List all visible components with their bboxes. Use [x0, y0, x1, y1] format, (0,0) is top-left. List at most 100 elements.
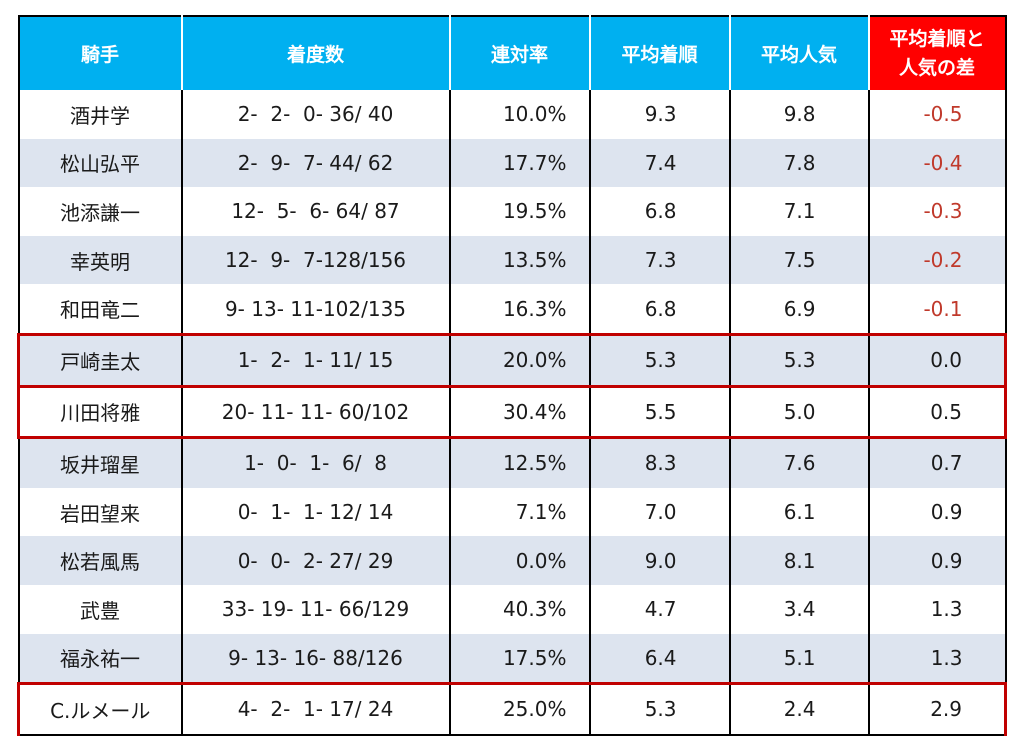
rate-cell: 10.0% [448, 90, 591, 139]
jockey-cell: 池添謙一 [17, 187, 183, 236]
table-row: 幸英明 12- 9- 7-128/156 13.5% 7.3 7.5 -0.2 [17, 235, 1007, 285]
jockey-cell: 武豊 [17, 584, 183, 634]
rate-cell: 25.0% [448, 682, 591, 736]
record-cell: 0- 1- 1- 12/ 14 [180, 487, 451, 537]
diff-cell: -0.2 [867, 235, 1007, 285]
avg-finish-cell: 9.0 [588, 536, 731, 585]
rate-cell: 30.4% [448, 384, 591, 440]
avg-popularity-cell: 6.1 [728, 487, 870, 537]
avg-popularity-cell: 7.1 [728, 187, 870, 236]
header-avg-finish: 平均着順 [588, 15, 731, 90]
table-body: 酒井学 2- 2- 0- 36/ 40 10.0% 9.3 9.8 -0.5 松山弘平 2- … [17, 90, 1007, 736]
avg-finish-cell: 7.4 [588, 138, 731, 188]
diff-cell: 0.9 [867, 487, 1007, 537]
jockey-cell: 川田将雅 [17, 384, 183, 440]
record-cell: 12- 9- 7-128/156 [180, 235, 451, 285]
avg-finish-cell: 9.3 [588, 90, 731, 139]
header-avg-popularity: 平均人気 [728, 15, 870, 90]
table-row: 戸崎圭太 1- 2- 1- 11/ 15 20.0% 5.3 5.3 0.0 [17, 332, 1007, 388]
diff-cell: 0.0 [867, 332, 1007, 388]
record-cell: 2- 2- 0- 36/ 40 [180, 90, 451, 139]
table-row: 武豊 33- 19- 11- 66/129 40.3% 4.7 3.4 1.3 [17, 584, 1007, 634]
jockey-cell: 松若風馬 [17, 536, 183, 585]
table-row: 福永祐一 9- 13- 16- 88/126 17.5% 6.4 5.1 1.3 [17, 633, 1007, 684]
jockey-cell: 松山弘平 [17, 138, 183, 188]
table-row: 和田竜二 9- 13- 11-102/135 16.3% 6.8 6.9 -0.1 [17, 284, 1007, 335]
record-cell: 4- 2- 1- 17/ 24 [180, 682, 451, 736]
record-cell: 12- 5- 6- 64/ 87 [180, 187, 451, 236]
header-diff: 平均着順と 人気の差 [867, 15, 1007, 90]
jockey-stats-table-container: 騎手 着度数 連対率 平均着順 平均人気 平均着順と 人気の差 酒井学 2- 2-… [17, 15, 1007, 736]
diff-cell: 0.7 [867, 437, 1007, 488]
jockey-cell: 坂井瑠星 [17, 437, 183, 488]
table-row: 池添謙一 12- 5- 6- 64/ 87 19.5% 6.8 7.1 -0.3 [17, 187, 1007, 236]
rate-cell: 40.3% [448, 584, 591, 634]
header-jockey: 騎手 [17, 15, 183, 90]
record-cell: 2- 9- 7- 44/ 62 [180, 138, 451, 188]
diff-cell: 1.3 [867, 633, 1007, 684]
jockey-cell: 幸英明 [17, 235, 183, 285]
rate-cell: 12.5% [448, 437, 591, 488]
jockey-cell: 和田竜二 [17, 284, 183, 335]
table-row: 岩田望来 0- 1- 1- 12/ 14 7.1% 7.0 6.1 0.9 [17, 487, 1007, 537]
avg-finish-cell: 8.3 [588, 437, 731, 488]
table-row: C.ルメール 4- 2- 1- 17/ 24 25.0% 5.3 2.4 2.9 [17, 682, 1007, 736]
avg-finish-cell: 6.8 [588, 284, 731, 335]
rate-cell: 7.1% [448, 487, 591, 537]
diff-cell: 0.9 [867, 536, 1007, 585]
avg-popularity-cell: 7.8 [728, 138, 870, 188]
avg-finish-cell: 7.0 [588, 487, 731, 537]
jockey-stats-table: 騎手 着度数 連対率 平均着順 平均人気 平均着順と 人気の差 酒井学 2- 2-… [17, 15, 1007, 736]
diff-cell: -0.3 [867, 187, 1007, 236]
avg-finish-cell: 5.5 [588, 384, 731, 440]
diff-cell: 2.9 [867, 682, 1007, 736]
record-cell: 1- 0- 1- 6/ 8 [180, 437, 451, 488]
table-row: 松山弘平 2- 9- 7- 44/ 62 17.7% 7.4 7.8 -0.4 [17, 138, 1007, 188]
avg-popularity-cell: 2.4 [728, 682, 870, 736]
jockey-cell: 岩田望来 [17, 487, 183, 537]
diff-cell: -0.5 [867, 90, 1007, 139]
rate-cell: 20.0% [448, 332, 591, 388]
table-row: 松若風馬 0- 0- 2- 27/ 29 0.0% 9.0 8.1 0.9 [17, 536, 1007, 585]
record-cell: 0- 0- 2- 27/ 29 [180, 536, 451, 585]
table-row: 酒井学 2- 2- 0- 36/ 40 10.0% 9.3 9.8 -0.5 [17, 90, 1007, 139]
diff-cell: -0.1 [867, 284, 1007, 335]
header-row: 騎手 着度数 連対率 平均着順 平均人気 平均着順と 人気の差 [17, 15, 1007, 90]
avg-popularity-cell: 7.5 [728, 235, 870, 285]
jockey-cell: 酒井学 [17, 90, 183, 139]
avg-popularity-cell: 5.1 [728, 633, 870, 684]
table-row: 坂井瑠星 1- 0- 1- 6/ 8 12.5% 8.3 7.6 0.7 [17, 437, 1007, 488]
avg-popularity-cell: 5.0 [728, 384, 870, 440]
diff-cell: -0.4 [867, 138, 1007, 188]
avg-finish-cell: 6.8 [588, 187, 731, 236]
avg-popularity-cell: 9.8 [728, 90, 870, 139]
header-record: 着度数 [180, 15, 451, 90]
diff-cell: 1.3 [867, 584, 1007, 634]
rate-cell: 16.3% [448, 284, 591, 335]
avg-popularity-cell: 7.6 [728, 437, 870, 488]
rate-cell: 13.5% [448, 235, 591, 285]
avg-finish-cell: 5.3 [588, 332, 731, 388]
record-cell: 9- 13- 16- 88/126 [180, 633, 451, 684]
avg-popularity-cell: 6.9 [728, 284, 870, 335]
jockey-cell: 戸崎圭太 [17, 332, 183, 388]
header-rate: 連対率 [448, 15, 591, 90]
record-cell: 1- 2- 1- 11/ 15 [180, 332, 451, 388]
rate-cell: 17.7% [448, 138, 591, 188]
avg-finish-cell: 6.4 [588, 633, 731, 684]
avg-popularity-cell: 8.1 [728, 536, 870, 585]
record-cell: 9- 13- 11-102/135 [180, 284, 451, 335]
record-cell: 20- 11- 11- 60/102 [180, 384, 451, 440]
jockey-cell: 福永祐一 [17, 633, 183, 684]
rate-cell: 17.5% [448, 633, 591, 684]
avg-finish-cell: 5.3 [588, 682, 731, 736]
rate-cell: 0.0% [448, 536, 591, 585]
record-cell: 33- 19- 11- 66/129 [180, 584, 451, 634]
avg-finish-cell: 7.3 [588, 235, 731, 285]
jockey-cell: C.ルメール [17, 682, 183, 736]
avg-popularity-cell: 3.4 [728, 584, 870, 634]
table-row: 川田将雅 20- 11- 11- 60/102 30.4% 5.5 5.0 0.5 [17, 384, 1007, 440]
diff-cell: 0.5 [867, 384, 1007, 440]
rate-cell: 19.5% [448, 187, 591, 236]
avg-popularity-cell: 5.3 [728, 332, 870, 388]
